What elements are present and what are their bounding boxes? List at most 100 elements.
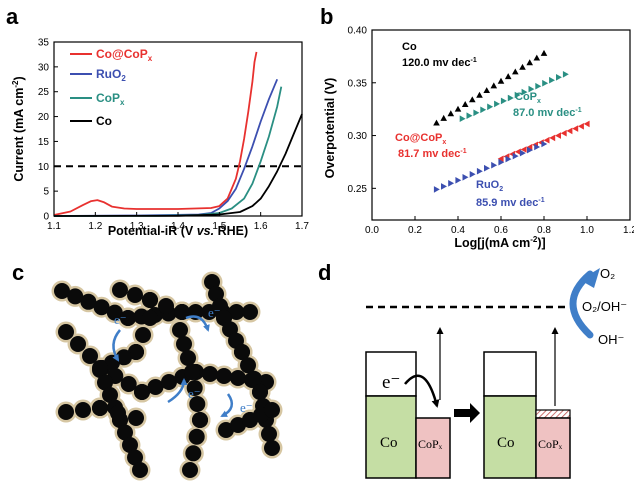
particle-core [174,304,190,320]
particle-core [184,364,200,380]
panel-a-tick-labels: 1.1 1.2 1.3 1.4 1.5 1.6 1.7 0 5 10 15 20 25 30 35 [38,38,310,233]
point-co [461,101,469,107]
point-co-cop [526,143,533,151]
particle-core [75,402,91,418]
series-line-cop [53,86,283,217]
oxygen-evolution-arrowhead [580,268,600,288]
panel-a-y-tick-label: 20 [38,112,50,123]
point-cop [466,112,473,119]
legend-co: Co [96,114,112,128]
particle-core [92,360,108,376]
co-empty-band-right [483,351,537,397]
particle-core [264,440,280,456]
point-co-cop [497,155,504,163]
panel-a-y-tick-label: 30 [38,62,50,73]
point-co [483,87,490,93]
point-ruo [448,180,455,187]
panel-b-x-tick-label: 0.8 [537,225,551,236]
electron-label-3: e⁻ [188,386,201,401]
point-co-cop [549,134,556,142]
particle-core [80,293,97,310]
particle-core [246,370,262,387]
particle-core [240,357,256,374]
point-cop [556,74,562,81]
point-ruo [519,149,526,157]
particle-core [97,374,113,391]
panel-a: a 1.1 1.2 1.3 1.4 1.5 1.6 1.7 0 5 10 15 20 25 30 35 Po… [6,4,309,238]
point-cop [562,71,569,78]
particle-core [186,380,203,396]
co-label-left: Co [380,435,398,451]
co-label-right: Co [497,435,515,451]
particle-core [134,384,150,400]
panel-a-y-tick-label: 35 [38,38,50,49]
point-ruo [433,186,440,193]
point-co-cop [572,125,579,132]
legend-copx: CoPx [96,91,125,107]
electron-arrow-2 [185,315,210,332]
particle-core [110,405,126,421]
point-ruo [476,167,483,175]
annotation-co-cop-name: Co@CoPx [395,132,446,146]
particle-core [216,368,232,384]
particle-core [192,412,208,428]
particle-core [158,298,174,314]
series-line-ruo [53,78,279,217]
point-co [519,63,526,70]
panel-b-x-tick-label: 0.2 [408,225,422,236]
copx-label-left: CoPₓ [418,437,443,451]
panel-a-legend: Co@CoPx RuO2 CoPx Co [70,47,153,128]
electron-arrow-4 [220,393,234,418]
panel-b-x-tick-label: 1.2 [623,225,634,236]
panel-b-label: b [320,4,333,29]
point-co [533,54,541,61]
particle-core [176,336,192,352]
panel-a-x-tick-label: 1.3 [130,221,144,232]
point-co-cop [520,146,527,153]
point-co-cop [583,120,590,128]
particle-core [202,366,218,382]
panel-b-tick-labels: 0.0 0.2 0.4 0.6 0.8 1.0 1.2 0.25 0.30 0.35 0.40 [348,26,634,237]
series-line-co [53,113,303,217]
series-ruo [433,140,548,193]
electron-label-4: e⁻ [240,400,253,415]
point-ruo [462,174,469,181]
panel-a-x-label: Potential-iR (V vs. RHE) [108,224,248,238]
particle-core [230,370,246,386]
electron-label-2: e⁻ [208,305,221,320]
annotation-co-cop-slope: 81.7 mv dec-1 [398,148,467,160]
point-co [497,77,505,84]
panel-a-y-label: Current (mA cm-2) [11,76,26,181]
point-co-cop [514,148,521,156]
particle-core [182,462,198,478]
point-cop [507,94,514,102]
electron-arrow-3 [167,378,188,404]
point-co-cop [555,132,561,139]
particle-core [70,336,86,352]
point-ruo [491,161,498,169]
panel-c: c e⁻ e⁻ e⁻ e⁻ [12,260,283,481]
particle-core [172,322,188,338]
annotation-co-slope: 120.0 mv dec-1 [402,57,477,69]
point-cop [528,85,535,93]
point-ruo [498,158,505,166]
panel-b-series [433,49,590,193]
panel-a-y-tick-label: 10 [38,162,50,173]
point-co-cop [578,123,584,130]
particle-core [135,327,151,343]
point-cop [521,88,528,96]
point-ruo [441,183,447,190]
annotation-co-name: Co [402,41,417,53]
panel-a-x-tick-label: 1.2 [88,221,102,232]
particle-core [228,304,245,320]
series-co [433,49,548,126]
panel-c-label: c [12,260,24,285]
co-empty-band-left [365,351,417,397]
point-cop [459,115,466,122]
panel-b-x-tick-label: 0.4 [451,225,465,236]
particle-core [261,426,277,442]
point-co-cop [566,127,573,135]
point-ruo [512,152,519,160]
particle-core [58,324,74,340]
